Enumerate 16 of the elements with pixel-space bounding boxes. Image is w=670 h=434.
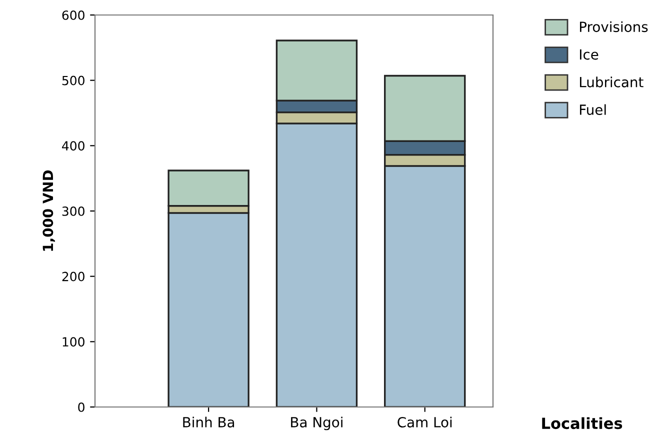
y-tick-label: 200: [62, 272, 84, 282]
y-tick-label: 600: [62, 10, 84, 20]
legend-label: Ice: [580, 49, 598, 60]
x-tick-label: Cam Loi: [398, 416, 452, 428]
y-axis-title: 1,000 VND: [42, 170, 55, 251]
legend-label: Lubricant: [580, 76, 644, 88]
legend-label: Provisions: [580, 21, 648, 32]
y-tick-label: 500: [62, 76, 84, 86]
x-tick-label: Ba Ngoi: [291, 416, 342, 430]
x-axis-title: Localities: [542, 417, 622, 430]
y-tick-label: 300: [62, 206, 84, 216]
y-tick-label: 400: [62, 141, 84, 151]
y-tick-label: 0: [78, 402, 84, 412]
x-tick-label: Binh Ba: [183, 416, 234, 428]
legend-label: Fuel: [580, 104, 606, 115]
y-tick-label: 100: [62, 337, 84, 347]
